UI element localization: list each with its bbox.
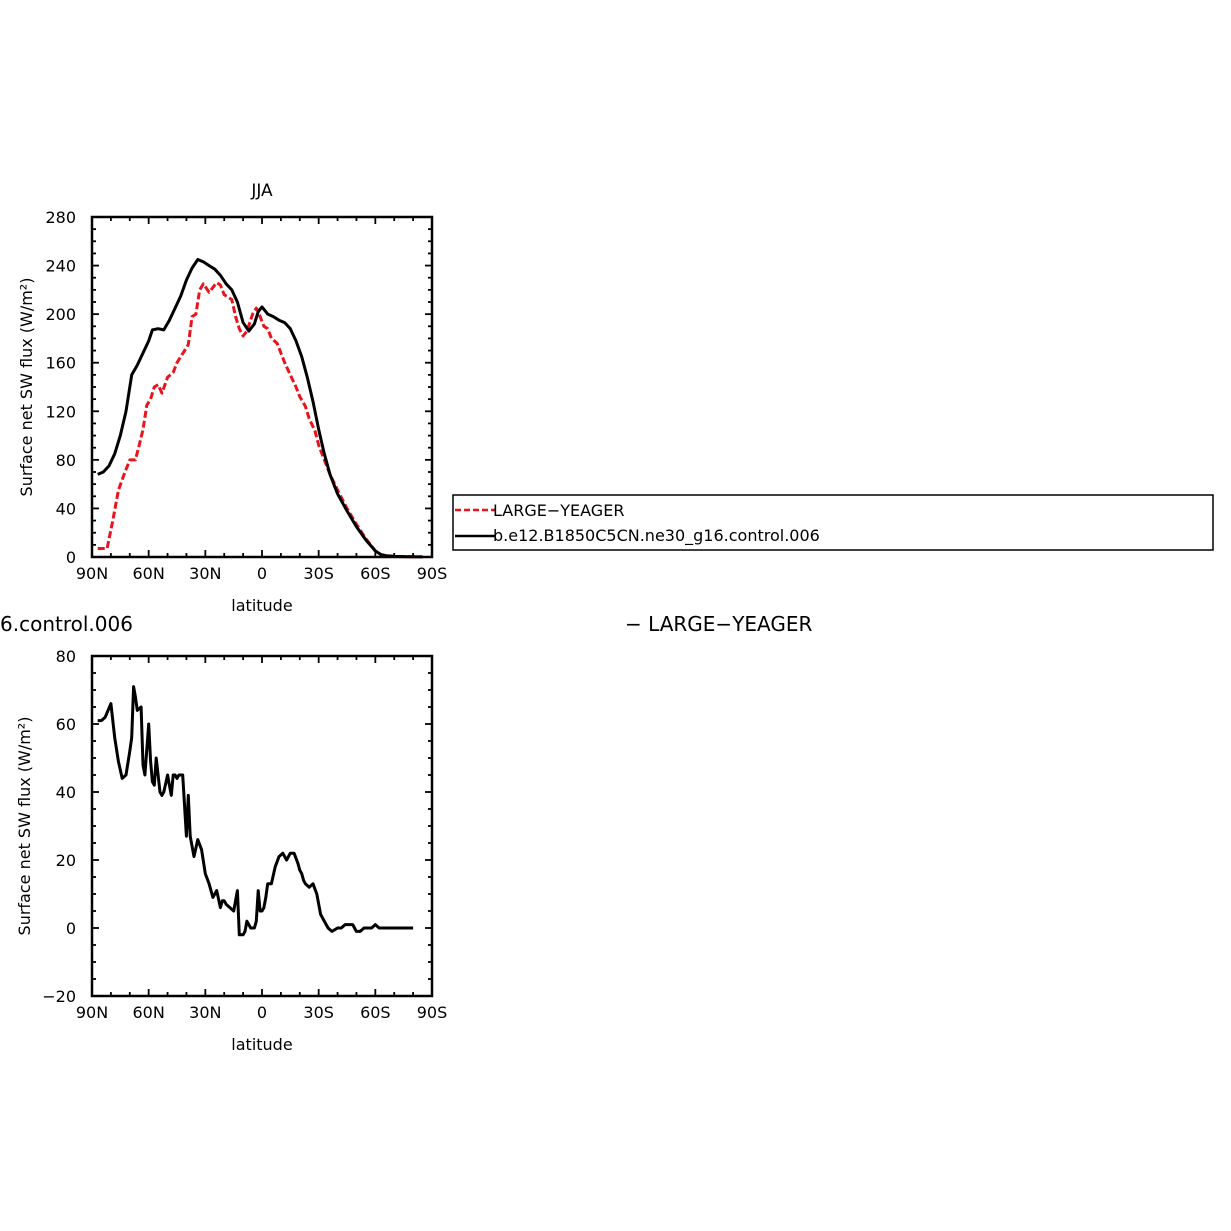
bottom-x-tick-label: 30N <box>189 1003 221 1022</box>
bottom-y-axis-label: Surface net SW flux (W/m²) <box>15 717 34 936</box>
top-y-tick-label: 40 <box>56 499 76 518</box>
overflow-title-fragment: 6.control.006 <box>0 612 133 636</box>
legend-label-control: b.e12.B1850C5CN.ne30_g16.control.006 <box>493 526 820 546</box>
bottom-x-tick-label: 60S <box>360 1003 391 1022</box>
bottom-y-tick-label: 40 <box>56 783 76 802</box>
top-y-tick-label: 280 <box>45 208 76 227</box>
top-x-axis-label: latitude <box>231 596 292 615</box>
top-x-tick-label: 90N <box>76 564 108 583</box>
bottom-y-tick-label: 20 <box>56 851 76 870</box>
top-y-tick-label: 80 <box>56 451 76 470</box>
top-y-tick-label: 160 <box>45 354 76 373</box>
bottom-y-tick-label: −20 <box>42 987 76 1006</box>
bottom-plot-area <box>97 685 414 937</box>
overflow-legend-fragment: − LARGE−YEAGER <box>625 612 813 636</box>
top-plot-area <box>97 258 423 559</box>
top-y-tick-label: 120 <box>45 402 76 421</box>
bottom-x-tick-label: 60N <box>133 1003 165 1022</box>
bottom-y-tick-label: 60 <box>56 715 76 734</box>
top-x-tick-label: 60N <box>133 564 165 583</box>
top-axes: 90N 60N 30N 0 30S 60S 90S 0 40 80 120 160 200 240 280 <box>45 208 447 583</box>
top-x-tick-label: 90S <box>417 564 448 583</box>
top-y-axis-label: Surface net SW flux (W/m²) <box>17 278 36 497</box>
top-x-tick-label: 30S <box>303 564 334 583</box>
top-series-0-line <box>97 281 423 559</box>
bottom-x-tick-label: 0 <box>257 1003 267 1022</box>
bottom-axes: 90N 60N 30N 0 30S 60S 90S −20 0 20 40 60 80 <box>42 647 447 1022</box>
top-x-tick-label: 60S <box>360 564 391 583</box>
top-x-tick-label: 30N <box>189 564 221 583</box>
bottom-y-tick-label: 80 <box>56 647 76 666</box>
chart-title: JJA <box>250 181 273 201</box>
bottom-x-tick-label: 90N <box>76 1003 108 1022</box>
legend-label-large-yeager: LARGE−YEAGER <box>493 501 624 520</box>
chart-bottom: 90N 60N 30N 0 30S 60S 90S −20 0 20 40 60 80 latitude… <box>15 647 447 1054</box>
legend: LARGE−YEAGER b.e12.B1850C5CN.ne30_g16.co… <box>452 494 1214 551</box>
top-y-tick-label: 240 <box>45 257 76 276</box>
bottom-y-tick-label: 0 <box>66 919 76 938</box>
bottom-x-tick-label: 30S <box>303 1003 334 1022</box>
top-y-tick-label: 200 <box>45 305 76 324</box>
bottom-x-tick-label: 90S <box>417 1003 448 1022</box>
bottom-frame <box>90 654 434 998</box>
top-y-tick-label: 0 <box>66 548 76 567</box>
legend-frame <box>452 494 1214 551</box>
top-series-1-line <box>97 258 423 559</box>
bottom-series-0-line <box>97 685 414 937</box>
top-x-tick-label: 0 <box>257 564 267 583</box>
top-frame <box>90 215 434 559</box>
chart-top: JJA 90N 60N 30N 0 30S 60S 90S 0 40 80 120 160 200 240… <box>17 181 447 615</box>
bottom-x-axis-label: latitude <box>231 1035 292 1054</box>
